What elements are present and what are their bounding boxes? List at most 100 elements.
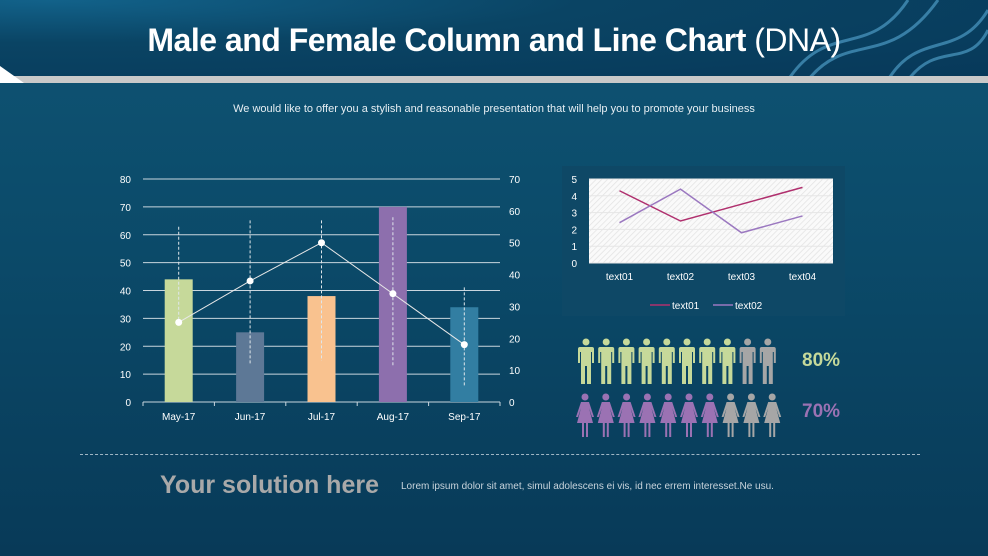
- left-tick-label: 10: [120, 370, 132, 381]
- body: [576, 402, 594, 437]
- small-plot-area: [589, 179, 833, 263]
- male-person-icon: [699, 338, 716, 384]
- head: [643, 338, 651, 346]
- footer-divider: [80, 454, 920, 455]
- body: [596, 402, 615, 437]
- left-tick-label: 40: [120, 287, 132, 298]
- head: [683, 338, 691, 346]
- small-category-label: text03: [728, 272, 756, 283]
- legend-label: text02: [735, 301, 763, 312]
- left-tick-label: 60: [120, 231, 132, 242]
- head: [764, 338, 772, 346]
- head: [663, 338, 671, 346]
- male-percent-label: 80%: [802, 350, 841, 371]
- female-person-icon: [763, 393, 782, 437]
- legend-label: text01: [672, 301, 700, 312]
- body: [719, 347, 736, 384]
- female-person-icon: [617, 393, 636, 437]
- solution-text: Lorem ipsum dolor sit amet, simul adoles…: [401, 481, 774, 492]
- male-person-icon: [618, 338, 635, 384]
- head: [582, 338, 590, 346]
- body: [617, 402, 636, 437]
- dna-helix-image: [789, 0, 988, 76]
- body: [638, 347, 655, 384]
- male-person-icon: [759, 338, 776, 384]
- female-person-icon: [596, 393, 615, 437]
- category-label: Jun-17: [235, 412, 266, 423]
- category-label: Aug-17: [377, 412, 410, 423]
- head: [664, 393, 672, 401]
- body: [742, 402, 761, 437]
- head: [643, 393, 651, 401]
- head: [723, 338, 731, 346]
- female-person-icon: [638, 393, 657, 437]
- male-person-icon: [658, 338, 675, 384]
- left-tick-label: 0: [125, 398, 131, 409]
- small-y-tick: 4: [571, 192, 577, 203]
- header-banner: [0, 0, 988, 76]
- head: [747, 393, 755, 401]
- head: [623, 393, 631, 401]
- head: [581, 393, 589, 401]
- left-tick-label: 80: [120, 175, 132, 186]
- bar-Jul-17: [307, 296, 336, 402]
- category-label: Jul-17: [308, 412, 336, 423]
- body: [618, 347, 635, 384]
- male-person-icon: [719, 338, 736, 384]
- right-tick-label: 40: [509, 271, 521, 282]
- male-person-icon: [578, 338, 594, 384]
- head: [727, 393, 735, 401]
- body: [598, 347, 615, 384]
- body: [680, 402, 698, 437]
- category-label: Sep-17: [448, 412, 481, 423]
- right-tick-label: 30: [509, 302, 521, 313]
- small-y-tick: 0: [571, 259, 577, 270]
- line-point: [460, 341, 468, 349]
- right-tick-label: 10: [509, 366, 521, 377]
- head: [622, 338, 630, 346]
- female-person-icon: [576, 393, 594, 437]
- right-tick-label: 70: [509, 175, 521, 186]
- line-point: [318, 239, 325, 247]
- body: [578, 347, 594, 384]
- left-tick-label: 30: [120, 314, 132, 325]
- head: [602, 338, 610, 346]
- left-tick-label: 20: [120, 342, 132, 353]
- body: [658, 347, 675, 384]
- head: [703, 338, 711, 346]
- female-person-icon: [700, 393, 719, 437]
- right-tick-label: 60: [509, 207, 521, 218]
- body: [699, 347, 716, 384]
- subtitle: We would like to offer you a stylish and…: [233, 103, 755, 115]
- line-point: [175, 318, 183, 326]
- small-y-tick: 5: [571, 175, 577, 186]
- female-person-icon: [742, 393, 761, 437]
- body: [679, 347, 695, 384]
- category-label: May-17: [162, 412, 196, 423]
- left-tick-label: 70: [120, 203, 132, 214]
- female-person-icon: [659, 393, 678, 437]
- bar-May-17: [164, 279, 193, 402]
- male-person-icon: [739, 338, 756, 384]
- female-person-icon: [680, 393, 698, 437]
- body: [759, 347, 776, 384]
- male-person-icon: [679, 338, 695, 384]
- right-tick-label: 50: [509, 239, 521, 250]
- body: [638, 402, 657, 437]
- female-person-icon: [721, 393, 740, 437]
- body: [659, 402, 678, 437]
- male-person-icon: [598, 338, 615, 384]
- title-main: Male and Female Column and Line Chart: [147, 22, 746, 58]
- title-suffix: (DNA): [754, 22, 841, 58]
- small-category-label: text04: [789, 272, 817, 283]
- small-series-text02: [619, 188, 803, 234]
- small-y-tick: 1: [571, 242, 577, 253]
- right-tick-label: 0: [509, 398, 515, 409]
- small-category-label: text02: [667, 272, 695, 283]
- head: [768, 393, 776, 401]
- small-y-tick: 2: [571, 225, 577, 236]
- female-percent-label: 70%: [802, 401, 841, 422]
- left-tick-label: 50: [120, 259, 132, 270]
- body: [763, 402, 782, 437]
